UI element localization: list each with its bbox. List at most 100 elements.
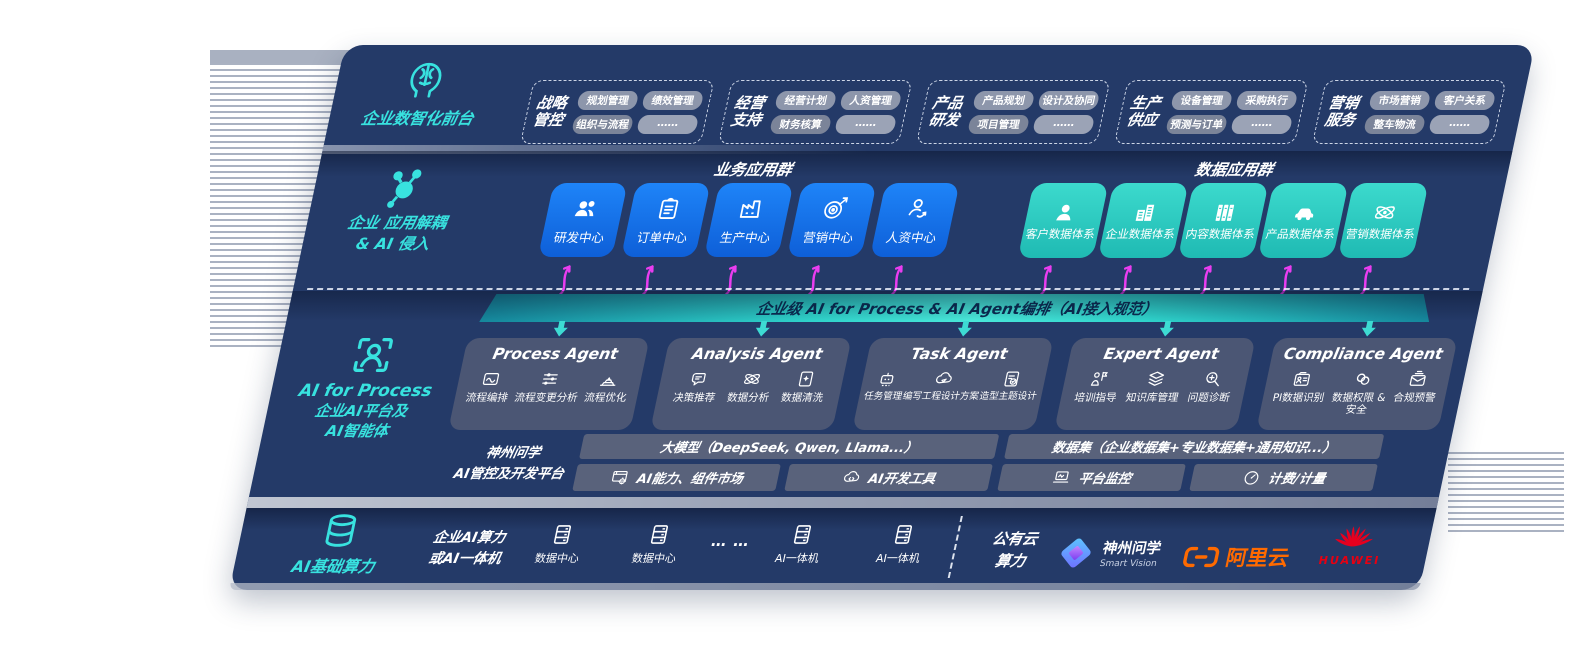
teal-arrow-down-icon <box>753 321 772 337</box>
pill: 经营计划 <box>774 90 838 110</box>
agent-item: 决策推荐 <box>672 369 721 404</box>
agent-items: 流程编排 流程变更分析 流程优化 <box>458 369 639 404</box>
mail-icon <box>1406 369 1430 389</box>
agents-row: Process Agent 流程编排 流程变更分析 流程优化 Analysis … <box>448 338 1458 430</box>
agent-item-label: 知识库管理 <box>1124 392 1180 404</box>
node-datacenter: 数据中心 <box>517 522 602 566</box>
agent-title: Process Agent <box>491 345 620 363</box>
teal-arrow-down-icon <box>551 321 570 337</box>
pill: …… <box>1032 114 1096 134</box>
layers-icon <box>1144 369 1168 389</box>
node-label: AI一体机 <box>874 552 922 565</box>
stripe-decoration-right <box>1448 452 1564 534</box>
app-box-order-center: 订单中心 <box>620 183 711 257</box>
platform-label: 神州问学 AI管控及开发平台 <box>444 443 579 485</box>
platform-bars: 大模型（DeepSeek, Qwen, Llama...） 数据集（企业数据集+… <box>579 434 1385 459</box>
dev-tools-icon <box>840 468 863 487</box>
agent-item-label: 合规预警 <box>1392 392 1437 404</box>
app-cell: 人资中心 <box>869 183 960 257</box>
group-pills: 经营计划 人资管理 财务核算 …… <box>769 90 903 134</box>
cell-dev-tools: AI开发工具 <box>784 464 993 491</box>
pill: 规划管理 <box>576 90 640 110</box>
node-datacenter: 数据中心 <box>614 522 699 566</box>
data-box-product: 产品数据体系 <box>1257 183 1349 258</box>
aliyun-logo: 阿里云 <box>1178 542 1292 572</box>
agent-item-label: 数据分析 <box>725 392 771 404</box>
steps-icon <box>597 369 621 389</box>
agent-item: 知识库管理 <box>1124 369 1184 404</box>
pill: 产品规划 <box>972 90 1036 110</box>
ai-layer-line1: AI for Process <box>297 381 434 401</box>
agent-item-label: 数据清洗 <box>779 392 825 404</box>
agent-item: 培训指导 <box>1073 369 1122 404</box>
pill: 项目管理 <box>967 114 1031 134</box>
node-label: 数据中心 <box>533 552 581 565</box>
group-pills: 规划管理 绩效管理 组织与流程 …… <box>571 90 705 134</box>
agent-item-label: 流程变更分析 <box>513 392 579 404</box>
pill: …… <box>636 114 700 134</box>
brain-icon <box>398 55 454 101</box>
node-ai-appliance: AI一体机 <box>757 522 842 566</box>
platform-grid: 大模型（DeepSeek, Qwen, Llama...） 数据集（企业数据集+… <box>572 434 1385 491</box>
group-strategy: 战略管控 规划管理 绩效管理 组织与流程 …… <box>519 80 715 144</box>
agent-item: 数据清洗 <box>780 369 829 404</box>
sliders-icon <box>538 369 562 389</box>
agent-item-label: 造型主题设计 <box>978 391 1038 402</box>
smartvision-text: 神州问学 Smart Vision <box>1099 537 1164 569</box>
agent-item: 数据权限 & 安全 <box>1326 369 1394 416</box>
data-box-enterprise: 企业数据体系 <box>1097 183 1189 258</box>
chat-icon <box>686 369 710 389</box>
locks-icon <box>1351 369 1375 389</box>
app-label: 内容数据体系 <box>1184 226 1257 241</box>
agent-analysis: Analysis Agent 决策推荐 数据分析 数据清洗 <box>650 338 852 430</box>
teal-arrow-down-icon <box>1157 321 1176 337</box>
doc-sparkle-icon <box>794 369 818 389</box>
pill: …… <box>1230 114 1294 134</box>
agent-task: Task Agent 任务管理 编写工程设计方案 造型主题设计 <box>852 338 1054 430</box>
group-title: 战略管控 <box>531 93 569 129</box>
agent-compliance: Compliance Agent PI数据识别 数据权限 & 安全 合规预警 <box>1256 338 1458 430</box>
smartvision-subtitle: Smart Vision <box>1098 559 1158 569</box>
agent-item: 任务管理 <box>863 369 908 403</box>
diagnose-icon <box>1201 369 1225 389</box>
agent-items: 培训指导 知识库管理 问题诊断 <box>1064 369 1245 404</box>
ai-layer-label: AI for Process 企业AI平台及 AI智能体 <box>271 332 462 442</box>
public-cloud-line1: 公有云 <box>990 530 1040 548</box>
app-label: 营销数据体系 <box>1344 226 1417 241</box>
agent-item-label: 培训指导 <box>1073 392 1118 404</box>
agent-item: 流程优化 <box>583 369 632 404</box>
agent-item: 数据分析 <box>726 369 775 404</box>
server-icon <box>644 522 674 547</box>
app-label: 企业数据体系 <box>1104 226 1177 241</box>
gauge-icon <box>1240 468 1263 487</box>
dashed-separator <box>306 288 1470 290</box>
scan-person-icon <box>345 332 401 378</box>
agent-item: 问题诊断 <box>1186 369 1235 404</box>
agent-title: Analysis Agent <box>690 345 825 363</box>
platform-cells: AI能力、组件市场 AI开发工具 平台监控 计费/计量 <box>572 464 1378 491</box>
pill: 组织与流程 <box>571 114 635 134</box>
app-label: 研发中心 <box>552 229 606 245</box>
hr-person-icon <box>901 195 934 222</box>
group-title: 营销服务 <box>1323 93 1361 129</box>
node-label: AI一体机 <box>773 552 821 565</box>
pill: 预测与订单 <box>1165 114 1229 134</box>
atom-icon <box>1370 200 1400 225</box>
agent-item-label: 决策推荐 <box>671 392 717 404</box>
app-box-production-center: 生产中心 <box>703 183 794 257</box>
bottom-edge <box>229 583 1421 590</box>
agent-item: 编写工程设计方案 <box>901 369 984 403</box>
cell-label: 平台监控 <box>1077 472 1133 487</box>
smartvision-diamond-icon <box>1053 534 1099 572</box>
group-operations: 经营支持 经营计划 人资管理 财务核算 …… <box>717 80 913 144</box>
cell-component-market: AI能力、组件市场 <box>572 464 781 491</box>
architecture-panel: 企业数智化前台 战略管控 规划管理 绩效管理 组织与流程 …… 经营支持 经营计… <box>229 45 1535 590</box>
pill: 人资管理 <box>839 90 903 110</box>
agent-item: 流程编排 <box>464 369 513 404</box>
app-cell: 产品数据体系 <box>1257 183 1349 258</box>
group-pills: 市场营销 客户关系 整车物流 …… <box>1363 90 1497 134</box>
frontstage-label: 企业数智化前台 <box>335 55 511 129</box>
pill: 设计及协同 <box>1037 90 1101 110</box>
server-icon <box>547 522 577 547</box>
group-supply: 生产供应 设备管理 采购执行 预测与订单 …… <box>1113 80 1309 144</box>
